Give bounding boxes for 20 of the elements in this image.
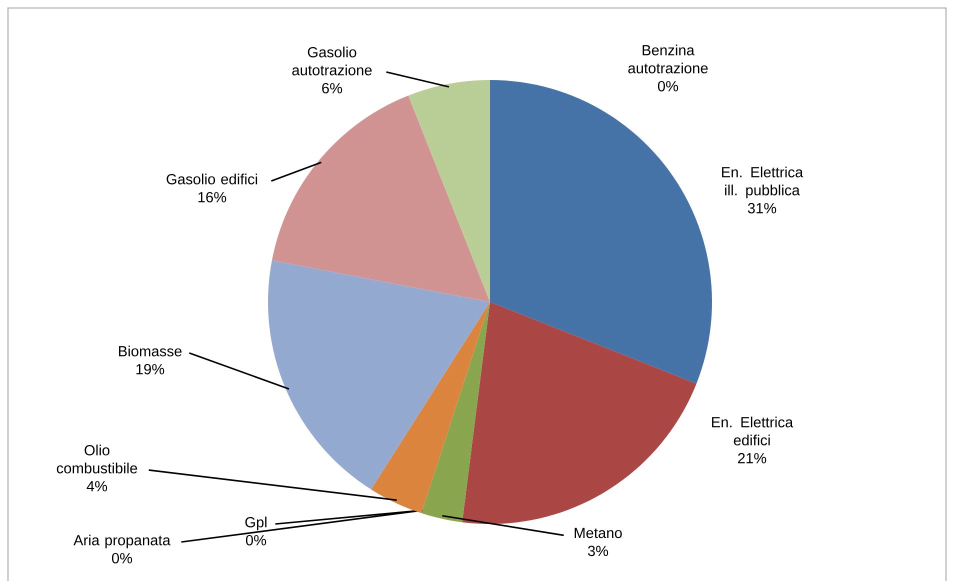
slice-label: Gasolio edifici bbox=[166, 174, 258, 185]
slice-label: Gasolio autotrazione bbox=[292, 46, 372, 76]
slice-label: En. Elettrica ill. pubblica bbox=[722, 166, 804, 198]
data-label: 4% bbox=[86, 481, 108, 492]
category-label: Gpl bbox=[245, 516, 266, 531]
data-label: 21% bbox=[738, 453, 766, 464]
category-label: Benzina autotrazione bbox=[628, 44, 708, 74]
slice-label: Biomasse bbox=[119, 346, 182, 357]
data-label: 16% bbox=[198, 192, 226, 203]
slice-label: Olio combustibile bbox=[56, 444, 138, 474]
text: 0% bbox=[658, 81, 678, 92]
slice-label: En. Elettrica edifici bbox=[712, 416, 794, 446]
data-label: 3% bbox=[588, 546, 608, 556]
data-label: 19% bbox=[136, 364, 164, 375]
text: 0% bbox=[112, 553, 132, 564]
category-label: Aria propanata bbox=[74, 534, 170, 549]
text: 0% bbox=[246, 535, 266, 546]
data-label: 6% bbox=[322, 83, 342, 94]
slice-label: Metano bbox=[574, 528, 622, 538]
data-label: 31% bbox=[748, 203, 776, 214]
